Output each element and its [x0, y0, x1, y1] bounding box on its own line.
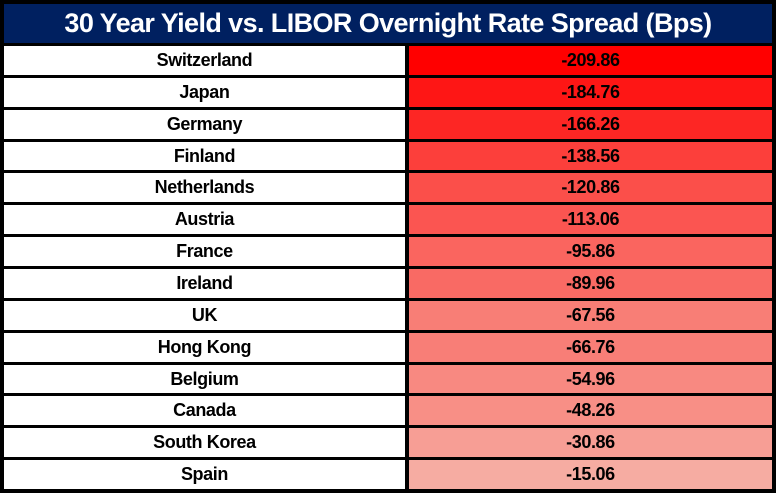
value-cell: -184.76 — [404, 77, 772, 107]
country-cell: Austria — [4, 205, 405, 235]
country-cell: Belgium — [4, 364, 405, 394]
country-cell: Ireland — [4, 269, 405, 298]
table-row: Finland -138.56 — [4, 138, 772, 171]
table-row: Switzerland -209.86 — [4, 43, 772, 75]
table-title: 30 Year Yield vs. LIBOR Overnight Rate S… — [4, 4, 772, 43]
table-row: Ireland -89.96 — [4, 266, 772, 298]
country-cell: Finland — [4, 141, 405, 171]
value-cell: -67.56 — [404, 300, 772, 330]
table-row: Netherlands -120.86 — [4, 170, 772, 203]
country-cell: Switzerland — [4, 46, 405, 75]
value-cell: -209.86 — [404, 46, 772, 75]
table-row: Germany -166.26 — [4, 106, 772, 139]
country-cell: Hong Kong — [4, 332, 405, 362]
table-row: UK -67.56 — [4, 297, 772, 330]
table-row: Spain -15.06 — [4, 457, 772, 489]
value-cell: -66.76 — [404, 332, 772, 362]
table-row: Japan -184.76 — [4, 74, 772, 107]
value-cell: -54.96 — [404, 364, 772, 394]
country-cell: UK — [4, 300, 405, 330]
country-cell: France — [4, 237, 405, 267]
table-row: France -95.86 — [4, 234, 772, 267]
country-cell: Spain — [4, 460, 405, 489]
value-cell: -138.56 — [404, 141, 772, 171]
value-cell: -15.06 — [404, 460, 772, 489]
value-cell: -113.06 — [404, 205, 772, 235]
table-row: Austria -113.06 — [4, 202, 772, 235]
country-cell: South Korea — [4, 428, 405, 458]
value-cell: -120.86 — [404, 173, 772, 203]
table-row: Belgium -54.96 — [4, 361, 772, 394]
table-body: Switzerland -209.86 Japan -184.76 Germany -16… — [4, 43, 772, 489]
table-row: South Korea -30.86 — [4, 425, 772, 458]
table-row: Hong Kong -66.76 — [4, 329, 772, 362]
value-cell: -48.26 — [404, 396, 772, 426]
country-cell: Netherlands — [4, 173, 405, 203]
table-row: Canada -48.26 — [4, 393, 772, 426]
value-cell: -30.86 — [404, 428, 772, 458]
country-cell: Germany — [4, 109, 405, 139]
value-cell: -89.96 — [404, 269, 772, 298]
country-cell: Canada — [4, 396, 405, 426]
value-cell: -95.86 — [404, 237, 772, 267]
country-cell: Japan — [4, 77, 405, 107]
value-cell: -166.26 — [404, 109, 772, 139]
